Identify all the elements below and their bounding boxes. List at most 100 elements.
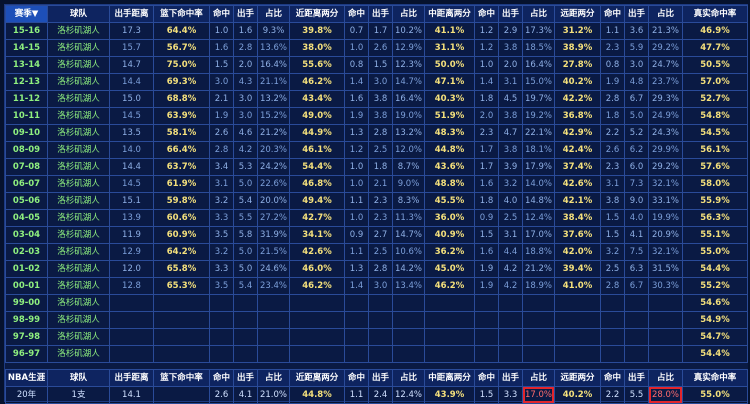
team-cell[interactable]: 洛杉矶湖人 [47, 277, 110, 295]
stat-cell: 2.3 [600, 39, 625, 57]
career-column-header: 命中 [474, 369, 499, 387]
stat-cell: 40.2% [554, 73, 601, 91]
team-cell[interactable]: 洛杉矶湖人 [47, 226, 110, 244]
season-cell: 09-10 [5, 124, 48, 142]
stat-cell: 11.9 [109, 226, 154, 244]
stat-cell: 46.2% [424, 277, 475, 295]
stat-cell: 56.1% [682, 141, 748, 159]
table-row: 06-07 洛杉矶湖人 14.5 61.9% 3.1 5.0 22.6% 46.8% 1.0 2.… [5, 175, 748, 193]
stat-cell: 42.6% [289, 243, 345, 261]
stat-cell: 1.4 [474, 73, 499, 91]
stat-cell: 69.3% [153, 73, 210, 91]
stat-cell: 2.3 [368, 209, 393, 227]
team-cell[interactable]: 洛杉矶湖人 [47, 175, 110, 193]
career-column-header: 命中 [344, 369, 369, 387]
team-cell[interactable]: 洛杉矶湖人 [47, 22, 110, 40]
stat-cell: 13.5 [109, 124, 154, 142]
team-cell[interactable]: 洛杉矶湖人 [47, 39, 110, 57]
team-cell[interactable]: 洛杉矶湖人 [47, 345, 110, 363]
stat-cell: 60.9% [153, 226, 210, 244]
stat-cell: 58.1% [153, 124, 210, 142]
team-cell[interactable]: 洛杉矶湖人 [47, 209, 110, 227]
stat-cell: 31.9% [257, 226, 290, 244]
team-cell[interactable]: 洛杉矶湖人 [47, 107, 110, 125]
team-cell[interactable]: 洛杉矶湖人 [47, 294, 110, 312]
career-column-header: 球队 [47, 369, 110, 387]
team-cell[interactable]: 洛杉矶湖人 [47, 73, 110, 91]
table-row: 00-01 洛杉矶湖人 12.8 65.3% 3.5 5.4 23.4% 46.2% 1.4 3.… [5, 277, 748, 295]
stat-cell: 2.7 [368, 226, 393, 244]
stat-cell: 14.2% [392, 260, 425, 278]
season-cell: 14-15 [5, 39, 48, 57]
stat-cell: 1.8 [368, 158, 393, 176]
stat-cell [289, 294, 345, 312]
stat-cell: 3.1 [498, 226, 523, 244]
column-header: 命中 [600, 5, 625, 23]
stat-cell: 3.1 [209, 175, 234, 193]
career-column-header: 命中 [209, 369, 234, 387]
stat-cell: 0.9 [474, 209, 499, 227]
stat-cell [522, 328, 555, 346]
career-column-header: 占比 [648, 369, 683, 387]
team-cell[interactable]: 洛杉矶湖人 [47, 56, 110, 74]
team-cell[interactable]: 洛杉矶湖人 [47, 311, 110, 329]
stat-cell: 12.0 [109, 260, 154, 278]
stat-cell: 3.2 [209, 243, 234, 261]
stat-cell: 47.1% [424, 73, 475, 91]
season-sort-header[interactable]: 赛季▼ [5, 5, 48, 23]
stat-cell: 1.5 [368, 56, 393, 74]
stat-cell [289, 328, 345, 346]
season-cell: 01-02 [5, 260, 48, 278]
separator-cell [5, 362, 748, 370]
column-header: 占比 [257, 5, 290, 23]
stat-cell: 1.9 [344, 107, 369, 125]
table-row: 09-10 洛杉矶湖人 13.5 58.1% 2.6 4.6 21.2% 44.9% 1.3 2.… [5, 124, 748, 142]
career-column-header: 命中 [600, 369, 625, 387]
table-separator [5, 362, 748, 370]
stat-cell [233, 328, 258, 346]
stat-cell: 1.7 [368, 22, 393, 40]
stat-cell: 1.1 [344, 243, 369, 261]
stat-cell [392, 294, 425, 312]
team-cell[interactable]: 洛杉矶湖人 [47, 90, 110, 108]
stat-cell [624, 328, 649, 346]
stat-cell: 14.8% [522, 192, 555, 210]
stat-cell [344, 311, 369, 329]
stat-cell: 1.7 [474, 158, 499, 176]
team-cell[interactable]: 洛杉矶湖人 [47, 141, 110, 159]
stat-cell: 1.4 [344, 73, 369, 91]
stat-cell: 19.7% [522, 90, 555, 108]
stat-cell: 14.5 [109, 107, 154, 125]
team-cell[interactable]: 洛杉矶湖人 [47, 192, 110, 210]
team-cell[interactable]: 洛杉矶湖人 [47, 158, 110, 176]
team-cell[interactable]: 洛杉矶湖人 [47, 328, 110, 346]
stat-cell [554, 311, 601, 329]
stat-cell: 1.6 [233, 22, 258, 40]
column-header: 出手 [498, 5, 523, 23]
stat-cell: 13.6% [257, 39, 290, 57]
stat-cell: 5.0 [624, 107, 649, 125]
stat-cell: 6.0 [624, 158, 649, 176]
stat-cell: 15.0 [109, 90, 154, 108]
stat-cell: 3.3 [209, 260, 234, 278]
stat-cell: 0.7 [344, 22, 369, 40]
stat-cell: 22.1% [522, 124, 555, 142]
stat-cell: 21.1% [257, 73, 290, 91]
stat-cell: 54.5% [682, 124, 748, 142]
stat-cell: 1.0 [344, 39, 369, 57]
stat-cell: 14.5 [109, 175, 154, 193]
team-cell[interactable]: 洛杉矶湖人 [47, 124, 110, 142]
stat-cell: 9.3% [257, 22, 290, 40]
stat-cell: 3.5 [209, 277, 234, 295]
stat-cell: 46.8% [289, 175, 345, 193]
stat-cell: 3.2 [209, 192, 234, 210]
stat-cell: 12.0% [392, 141, 425, 159]
table-row: 12-13 洛杉矶湖人 14.4 69.3% 3.0 4.3 21.1% 46.2% 1.4 3.… [5, 73, 748, 91]
table-row: 11-12 洛杉矶湖人 15.0 68.8% 2.1 3.0 13.2% 43.4% 1.6 3.… [5, 90, 748, 108]
team-cell[interactable]: 洛杉矶湖人 [47, 260, 110, 278]
career-stat-cell: 4.1 [233, 386, 258, 404]
team-cell[interactable]: 洛杉矶湖人 [47, 243, 110, 261]
stat-cell: 65.8% [153, 260, 210, 278]
career-stat-cell: 44.8% [289, 386, 345, 404]
career-column-header: 占比 [257, 369, 290, 387]
